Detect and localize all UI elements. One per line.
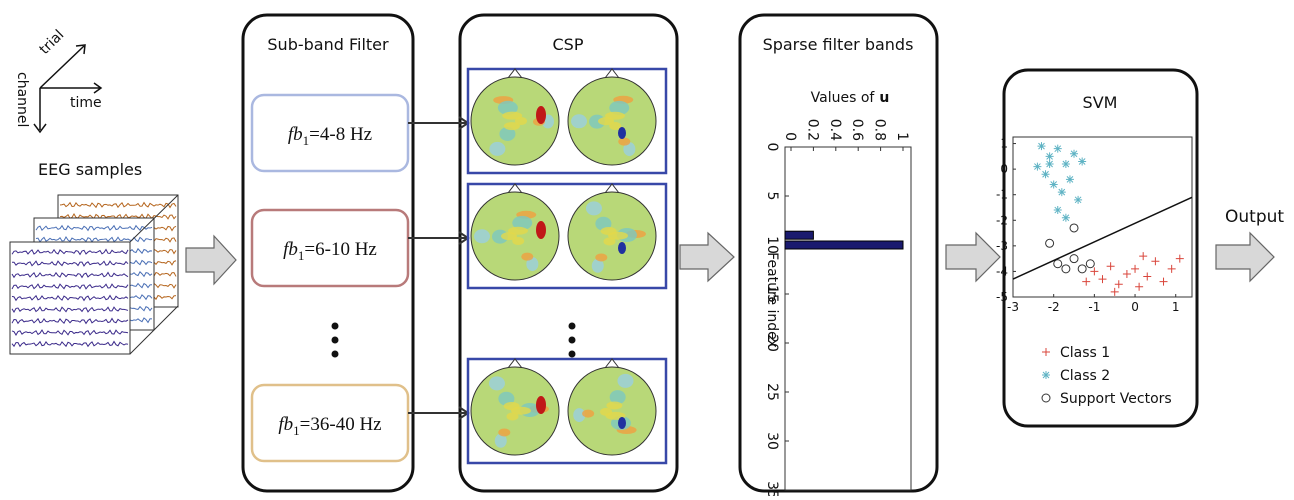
class2-point bbox=[1046, 152, 1054, 160]
x-tick-label: 0.2 bbox=[804, 119, 820, 141]
blob bbox=[582, 410, 594, 418]
plot-frame bbox=[1013, 137, 1192, 297]
blob bbox=[489, 142, 505, 156]
diagram: trial time channel EEG samples Sub-band … bbox=[0, 0, 1294, 496]
y-tick-label: -1 bbox=[996, 188, 1008, 202]
x-tick-label: 0.8 bbox=[872, 119, 888, 141]
y-tick-label: 30 bbox=[764, 432, 780, 450]
eeg-stack bbox=[10, 195, 178, 354]
class2-point bbox=[1070, 150, 1078, 158]
input-title: EEG samples bbox=[38, 160, 142, 179]
output-label: Output bbox=[1225, 207, 1284, 227]
svm-title: SVM bbox=[1083, 93, 1118, 112]
channel-label: channel bbox=[14, 72, 30, 127]
class2-point bbox=[1058, 188, 1066, 196]
filter-band: =4-8 Hz bbox=[309, 124, 372, 145]
blob bbox=[498, 428, 510, 436]
subband-title: Sub-band Filter bbox=[267, 35, 389, 54]
class2-point bbox=[1074, 196, 1082, 204]
bar bbox=[785, 241, 903, 249]
blob bbox=[504, 122, 520, 130]
y-tick-label: 1 bbox=[1000, 137, 1008, 151]
class2-point bbox=[1042, 170, 1050, 178]
sparse-title: Sparse filter bands bbox=[763, 35, 914, 54]
filter-name: fb bbox=[288, 124, 303, 145]
sparse-plot: Values ofu00.20.40.60.8105101520253035Fe… bbox=[764, 90, 911, 496]
filter-label: fb1=6-10 Hz bbox=[283, 239, 377, 263]
legend-label: Support Vectors bbox=[1060, 391, 1172, 407]
bar bbox=[785, 231, 813, 239]
blob bbox=[521, 253, 533, 261]
blob bbox=[595, 253, 607, 261]
page: trial time channel EEG samples Sub-band … bbox=[0, 0, 1294, 500]
x-tick-label: 0 bbox=[782, 132, 798, 141]
class2-point bbox=[1062, 160, 1070, 168]
x-tick-label: 0.6 bbox=[849, 119, 865, 141]
blob bbox=[618, 127, 626, 139]
blob bbox=[502, 112, 522, 120]
blob bbox=[508, 227, 528, 235]
blob bbox=[511, 407, 531, 415]
class2-point bbox=[1066, 175, 1074, 183]
time-label: time bbox=[70, 95, 102, 111]
class2-point bbox=[1037, 142, 1045, 150]
class2-point bbox=[1054, 206, 1062, 214]
class2-point bbox=[1046, 160, 1054, 168]
blob bbox=[618, 242, 626, 254]
y-tick-label: 5 bbox=[764, 192, 780, 201]
filter-name: fb bbox=[283, 239, 298, 260]
y-tick-label: -4 bbox=[996, 264, 1008, 278]
y-tick-label: 35 bbox=[764, 481, 780, 496]
blob bbox=[571, 114, 587, 128]
trial-label: trial bbox=[37, 27, 68, 58]
legend-marker bbox=[1042, 371, 1050, 379]
blob bbox=[489, 376, 505, 390]
filter-label: fb1=4-8 Hz bbox=[288, 124, 372, 148]
filter-band: =36-40 Hz bbox=[300, 414, 382, 435]
y-tick-label: 0 bbox=[764, 143, 780, 152]
blob bbox=[586, 201, 602, 215]
blob bbox=[536, 221, 546, 239]
blob bbox=[617, 374, 633, 388]
blob bbox=[536, 396, 546, 414]
blob bbox=[608, 232, 628, 240]
x-tick-label: -1 bbox=[1088, 300, 1100, 314]
y-axis-label: Feature index bbox=[764, 252, 780, 348]
class2-point bbox=[1054, 145, 1062, 153]
plot-frame bbox=[785, 147, 911, 490]
blob bbox=[474, 229, 490, 243]
x-tick-label: 0 bbox=[1131, 300, 1139, 314]
blob bbox=[536, 106, 546, 124]
value-axis-text: Values of bbox=[811, 90, 876, 106]
x-tick-label: -2 bbox=[1048, 300, 1060, 314]
blob bbox=[618, 417, 626, 429]
y-tick-label: -5 bbox=[996, 290, 1008, 304]
axes-icon bbox=[34, 45, 101, 132]
x-tick-label: 1 bbox=[894, 132, 910, 141]
filter-band: =6-10 Hz bbox=[304, 239, 376, 260]
class2-point bbox=[1050, 180, 1058, 188]
y-tick-label: -2 bbox=[996, 213, 1008, 227]
y-tick-label: -3 bbox=[996, 239, 1008, 253]
value-axis-symbol: u bbox=[879, 90, 889, 106]
y-tick-label: 25 bbox=[764, 383, 780, 401]
blob bbox=[618, 138, 630, 146]
blob bbox=[606, 401, 622, 409]
y-tick-label: 0 bbox=[1000, 162, 1008, 176]
x-tick-label: 1 bbox=[1172, 300, 1180, 314]
class2-point bbox=[1062, 214, 1070, 222]
legend-label: Class 1 bbox=[1060, 345, 1110, 361]
filter-name: fb bbox=[278, 414, 293, 435]
class2-point bbox=[1078, 157, 1086, 165]
legend-label: Class 2 bbox=[1060, 368, 1110, 384]
csp-title: CSP bbox=[553, 35, 584, 54]
class2-point bbox=[1033, 163, 1041, 171]
x-tick-label: 0.4 bbox=[827, 119, 843, 141]
x-tick-label: -3 bbox=[1007, 300, 1019, 314]
blob bbox=[605, 112, 625, 120]
